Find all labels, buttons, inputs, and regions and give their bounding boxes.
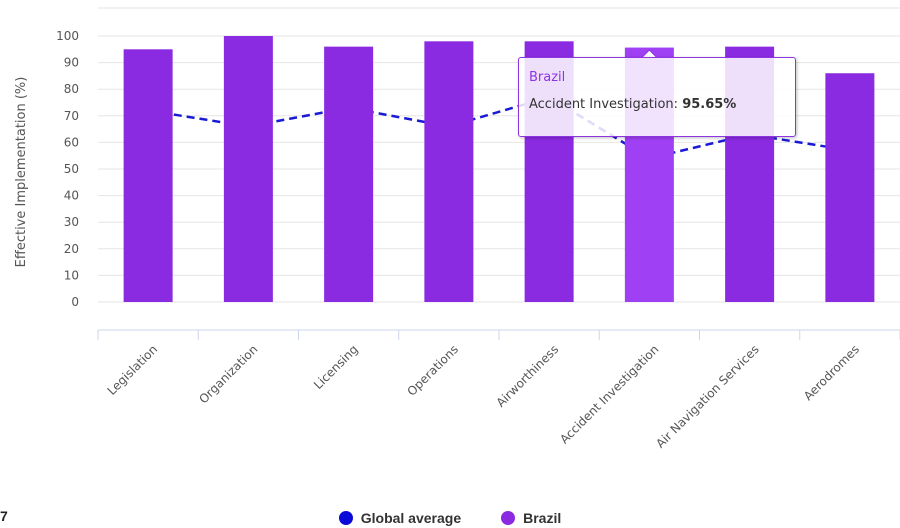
tooltip-label: Accident Investigation: bbox=[529, 97, 679, 112]
legend-label-brazil: Brazil bbox=[523, 510, 562, 526]
y-tick-label-50: 50 bbox=[64, 162, 79, 176]
bar-legislation[interactable] bbox=[123, 49, 173, 302]
y-tick-label-70: 70 bbox=[64, 109, 79, 123]
y-tick-label-90: 90 bbox=[64, 56, 79, 70]
bar-chart: 0 10 20 30 40 50 60 70 80 90 100 Effective Impleme… bbox=[14, 7, 900, 451]
y-axis-title: Effective Implementation (%) bbox=[14, 77, 29, 268]
corner-text: 7 bbox=[0, 508, 8, 524]
tooltip-value: 95.65% bbox=[682, 97, 737, 112]
x-tick-label-aerodromes: Aerodromes bbox=[801, 342, 862, 403]
legend-item-global-average[interactable]: Global average bbox=[338, 510, 462, 526]
y-tick-label-0: 0 bbox=[71, 295, 79, 309]
x-tick-label-operations: Operations bbox=[404, 342, 461, 399]
legend-label-global-average: Global average bbox=[360, 510, 462, 526]
y-tick-label-100: 100 bbox=[56, 29, 79, 43]
y-tick-label-10: 10 bbox=[64, 268, 79, 282]
x-tick-label-legislation: Legislation bbox=[105, 342, 161, 398]
x-tick-label-organization: Organization bbox=[196, 342, 260, 406]
legend: Global average Brazil bbox=[0, 508, 900, 528]
tooltip: Brazil Accident Investigation: 95.65% bbox=[518, 57, 796, 137]
legend-swatch-brazil bbox=[501, 511, 516, 525]
x-tick-label-licensing: Licensing bbox=[311, 342, 361, 392]
x-axis-labels: Legislation Organization Licensing Operatio… bbox=[105, 342, 862, 450]
y-tick-label-30: 30 bbox=[64, 215, 79, 229]
legend-item-brazil[interactable]: Brazil bbox=[501, 510, 561, 526]
y-tick-label-20: 20 bbox=[64, 242, 79, 256]
y-tick-label-60: 60 bbox=[64, 135, 79, 149]
bar-licensing[interactable] bbox=[324, 46, 374, 302]
bar-operations[interactable] bbox=[424, 41, 474, 302]
x-tick-label-accident-investigation: Accident Investigation bbox=[557, 342, 661, 446]
y-tick-label-80: 80 bbox=[64, 82, 79, 96]
legend-swatch-global-average bbox=[338, 511, 353, 525]
bar-aerodromes[interactable] bbox=[825, 73, 875, 303]
tooltip-line: Accident Investigation: 95.65% bbox=[529, 97, 785, 112]
x-tick-label-air-navigation-services: Air Navigation Services bbox=[653, 342, 761, 450]
y-axis-ticks: 0 10 20 30 40 50 60 70 80 90 100 bbox=[56, 29, 79, 309]
x-tick-label-airworthiness: Airworthiness bbox=[494, 342, 562, 410]
y-tick-label-40: 40 bbox=[64, 189, 79, 203]
bar-organization[interactable] bbox=[223, 36, 273, 302]
x-axis-ticks bbox=[97, 330, 900, 340]
grid-lines bbox=[98, 7, 900, 303]
tooltip-series-name: Brazil bbox=[529, 70, 566, 85]
